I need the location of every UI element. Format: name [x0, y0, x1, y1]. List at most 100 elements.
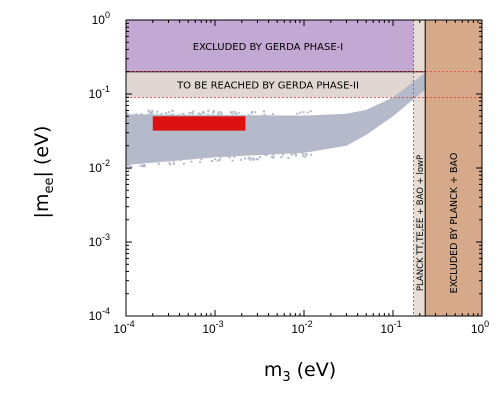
scatter-point: [168, 161, 171, 164]
scatter-point: [151, 112, 154, 115]
scatter-point: [151, 109, 154, 112]
scatter-point: [170, 113, 173, 116]
scatter-point: [274, 117, 277, 120]
plot-area: EXCLUDED BY GERDA PHASE-I TO BE REACHED B…: [126, 20, 482, 316]
y-tick-label: 10-2: [89, 158, 110, 175]
x-tick-label: 10-3: [202, 319, 223, 336]
scatter-point: [147, 114, 150, 117]
scatter-point: [147, 160, 150, 163]
planck-bao-label: EXCLUDED BY PLANCK + BAO: [449, 153, 460, 294]
scatter-point: [230, 111, 233, 114]
scatter-point: [126, 113, 129, 116]
scatter-point: [310, 148, 313, 151]
scatter-point: [290, 153, 293, 156]
scatter-point: [282, 150, 285, 153]
scatter-point: [202, 156, 205, 159]
scatter-point: [148, 116, 151, 119]
scatter-point: [272, 155, 275, 158]
scatter-point: [241, 114, 244, 117]
scatter-point: [247, 114, 250, 117]
x-axis-title: m3 (eV): [264, 359, 336, 385]
scatter-point: [231, 113, 234, 116]
scatter-point: [257, 151, 260, 154]
scatter-point: [154, 160, 157, 163]
scatter-point: [291, 116, 294, 119]
scatter-point: [199, 161, 202, 164]
scatter-point: [293, 115, 296, 118]
scatter-point: [129, 115, 132, 118]
scatter-point: [157, 162, 160, 165]
scatter-point: [142, 117, 145, 120]
ticks: [125, 20, 482, 317]
scatter-point: [149, 111, 152, 114]
scatter-point: [251, 116, 254, 119]
scatter-point: [200, 158, 203, 161]
gerda-phase1-label: EXCLUDED BY GERDA PHASE-I: [193, 42, 344, 53]
scatter-point: [149, 113, 152, 116]
scatter-point: [295, 154, 298, 157]
scatter-point: [143, 164, 146, 167]
scatter-point: [248, 117, 251, 120]
scatter-point: [260, 118, 263, 121]
scatter-point: [156, 160, 159, 163]
scatter-point: [148, 110, 151, 113]
scatter-point: [182, 162, 185, 165]
scatter-point: [307, 117, 310, 120]
scatter-point: [168, 114, 171, 117]
scatter-point: [267, 151, 270, 154]
scatter-point: [210, 152, 213, 155]
gerda-phase2-label: TO BE REACHED BY GERDA PHASE-II: [176, 81, 359, 92]
scatter-point: [147, 109, 150, 112]
scatter-point: [254, 111, 257, 114]
scatter-point: [226, 155, 229, 158]
scatter-point: [306, 111, 309, 114]
scatter-point: [251, 157, 254, 160]
planck-lowp-label: PLANCK TT,TE,EE + BAO + lowP: [416, 155, 426, 291]
scatter-point: [134, 158, 137, 161]
scatter-point: [128, 164, 131, 167]
scatter-point: [207, 109, 210, 112]
x-tick-label: 100: [471, 319, 489, 336]
scatter-point: [142, 165, 145, 168]
scatter-point: [172, 160, 175, 163]
scatter-point: [265, 151, 268, 154]
y-tick-label: 100: [92, 10, 110, 27]
scatter-point: [187, 157, 190, 160]
allowed-mee-band: [126, 39, 482, 165]
y-tick-label: 10-1: [89, 84, 110, 101]
scatter-point: [149, 160, 152, 163]
scatter-point: [167, 114, 170, 117]
scatter-point: [305, 147, 308, 150]
scatter-point: [292, 118, 295, 121]
scatter-point: [219, 156, 222, 159]
scatter-point: [230, 153, 233, 156]
scatter-point: [250, 151, 253, 154]
scatter-point: [170, 115, 173, 118]
scatter-point: [217, 111, 220, 114]
scatter-point: [263, 153, 266, 156]
scatter-point: [310, 153, 313, 156]
scatter-point: [189, 155, 192, 158]
scatter-point: [188, 112, 191, 115]
scatter-point: [210, 155, 213, 158]
scatter-point: [216, 159, 219, 162]
scatter-point: [197, 112, 200, 115]
scatter-point: [266, 115, 269, 118]
scatter-point: [231, 159, 234, 162]
scatter-point: [143, 158, 146, 161]
scatter-point: [273, 115, 276, 118]
scatter-point: [294, 153, 297, 156]
scatter-point: [250, 110, 253, 113]
scatter-point: [169, 158, 172, 161]
scatter-point: [280, 115, 283, 118]
scatter-point: [311, 118, 314, 121]
scatter-point: [130, 165, 133, 168]
y-tick-label: 10-3: [89, 232, 110, 249]
scatter-point: [304, 153, 307, 156]
scatter-point: [302, 116, 305, 119]
scatter-point: [212, 110, 215, 113]
scatter-point: [305, 153, 308, 156]
scatter-point: [126, 164, 129, 167]
scatter-point: [211, 114, 214, 117]
